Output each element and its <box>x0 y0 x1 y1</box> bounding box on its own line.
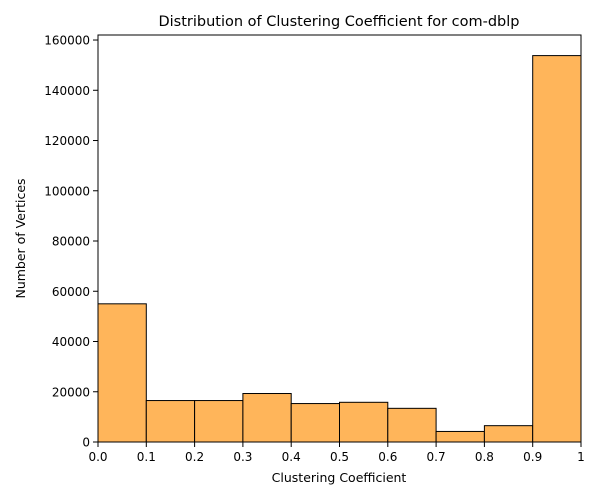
x-tick-label: 0.6 <box>378 450 397 464</box>
x-tick-label: 0.9 <box>523 450 542 464</box>
x-tick-label: 0.2 <box>185 450 204 464</box>
histogram-bar <box>435 430 485 443</box>
y-tick-label: 20000 <box>52 385 90 399</box>
y-tick-label: 80000 <box>52 235 90 249</box>
x-tick-label: 1 <box>577 450 585 464</box>
x-axis: 0.0 0.1 0.2 0.3 0.4 0.5 0.6 0.7 0.8 0.9 1 <box>88 442 585 464</box>
x-tick-label: 0.0 <box>88 450 107 464</box>
x-axis-label: Clustering Coefficient <box>272 470 407 485</box>
y-tick-label: 120000 <box>44 134 90 148</box>
histogram-bar <box>532 55 582 443</box>
histogram-bar <box>194 400 244 443</box>
y-tick-label: 40000 <box>52 335 90 349</box>
chart-title: Distribution of Clustering Coefficient f… <box>158 14 519 30</box>
y-axis-label: Number of Vertices <box>13 178 28 298</box>
y-tick-label: 160000 <box>44 34 90 48</box>
x-tick-label: 0.3 <box>233 450 252 464</box>
histogram-bar <box>339 401 389 443</box>
y-tick-label: 0 <box>82 436 90 450</box>
y-tick-label: 100000 <box>44 184 90 198</box>
x-tick-label: 0.1 <box>137 450 156 464</box>
y-tick-label: 140000 <box>44 84 90 98</box>
x-tick-label: 0.4 <box>282 450 301 464</box>
x-tick-label: 0.5 <box>330 450 349 464</box>
bars-group <box>97 55 582 443</box>
histogram-bar <box>290 403 341 443</box>
plot-frame <box>97 34 582 443</box>
histogram-bar <box>145 400 196 443</box>
x-tick-label: 0.7 <box>427 450 446 464</box>
x-tick-label: 0.8 <box>475 450 494 464</box>
y-axis: 0 20000 40000 60000 80000 100000 120000 140000 1… <box>44 34 98 450</box>
histogram-bar <box>97 303 147 443</box>
histogram-bar <box>483 425 534 443</box>
histogram-bar <box>242 393 292 443</box>
histogram-bar <box>387 407 437 443</box>
y-tick-label: 60000 <box>52 285 90 299</box>
